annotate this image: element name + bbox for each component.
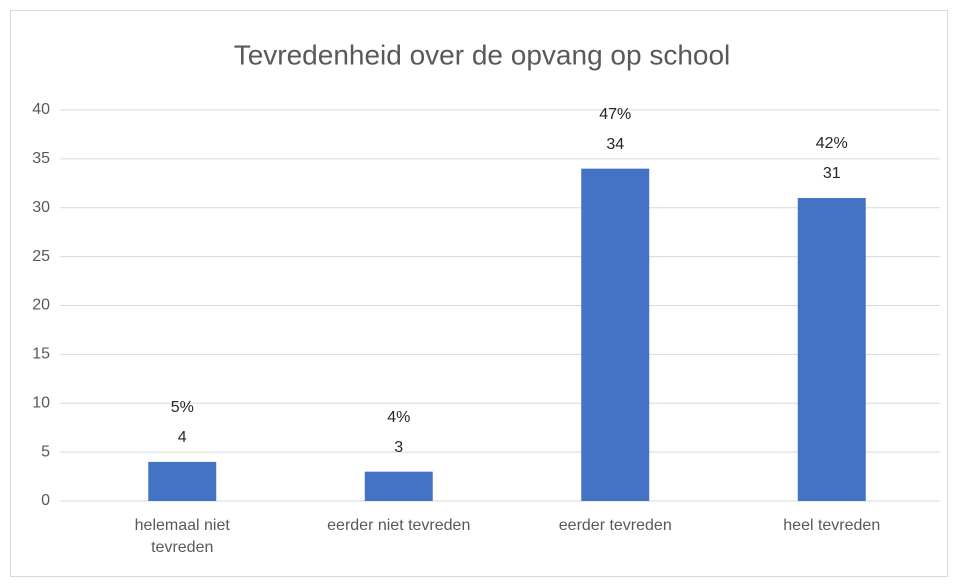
y-tick-label: 15 (32, 346, 50, 363)
y-tick-label: 0 (41, 492, 50, 509)
chart-title: Tevredenheid over de opvang op school (234, 39, 731, 70)
data-label: 34 (606, 136, 624, 153)
x-tick-label: heel tevreden (783, 517, 881, 534)
y-tick-label: 30 (32, 199, 50, 216)
y-tick-label: 35 (32, 150, 50, 167)
bar (797, 197, 866, 501)
bar (148, 461, 217, 501)
x-tick-label: helemaal niet tevreden (134, 517, 230, 556)
data-label-percentage: 5% (171, 399, 194, 416)
data-label-percentage: 42% (816, 135, 848, 152)
x-tick-label-box: helemaal niet tevreden (134, 517, 230, 556)
data-label: 31 (823, 165, 841, 182)
x-tick-label: eerder tevreden (558, 517, 672, 534)
x-tick-label-box: heel tevreden (783, 517, 881, 534)
bar (581, 168, 650, 501)
data-label: 4 (178, 429, 187, 446)
data-label: 3 (394, 439, 403, 456)
y-tick-label: 25 (32, 248, 50, 265)
y-tick-label: 10 (32, 394, 50, 411)
data-label-percentage: 47% (599, 106, 631, 123)
x-tick-label-box: eerder niet tevreden (327, 517, 471, 534)
x-tick-label: eerder niet tevreden (327, 517, 471, 534)
y-tick-label: 5 (41, 443, 50, 460)
x-tick-label-box: eerder tevreden (558, 517, 672, 534)
bar (364, 471, 433, 501)
y-tick-label: 20 (32, 297, 50, 314)
data-label-percentage: 4% (387, 409, 410, 426)
y-tick-label: 40 (32, 101, 50, 118)
